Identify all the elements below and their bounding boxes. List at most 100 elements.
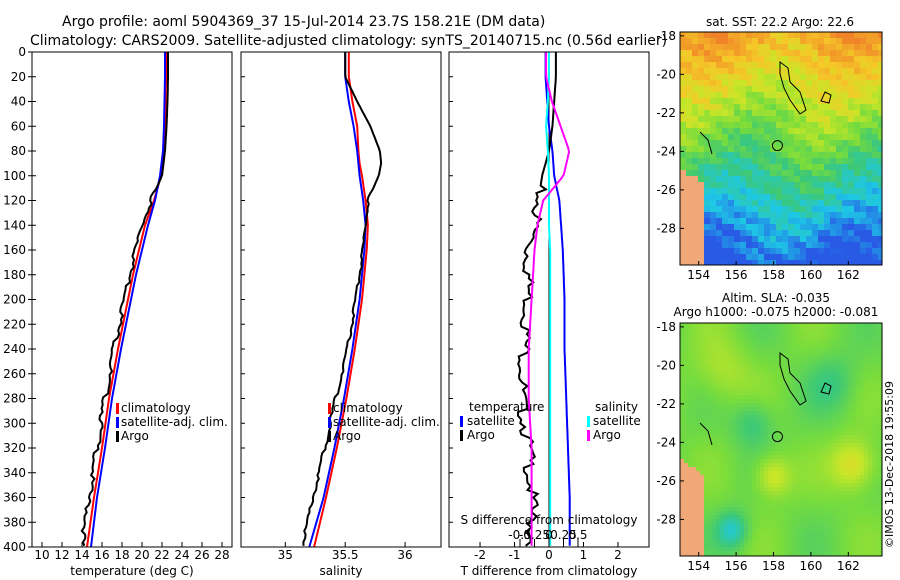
- sla-map-cell: [692, 523, 696, 527]
- sla-map-cell: [868, 523, 872, 527]
- sla-map-cell: [876, 527, 880, 531]
- sla-map-cell: [808, 407, 812, 411]
- sst-map-cell: [746, 152, 752, 158]
- sla-map-cell: [712, 527, 716, 531]
- sla-map-cell: [808, 347, 812, 351]
- sst-map-cell: [746, 242, 752, 248]
- sla-map-cell: [764, 479, 768, 483]
- sla-map-cell: [788, 551, 792, 555]
- sla-map-cell: [820, 471, 824, 475]
- map-lon-tick-label: 158: [762, 268, 785, 282]
- sla-map-cell: [788, 339, 792, 343]
- sla-map-cell: [832, 407, 836, 411]
- sst-map-cell: [848, 116, 854, 122]
- sst-map-cell: [800, 218, 806, 224]
- sla-map-cell: [744, 363, 748, 367]
- sla-map-cell: [836, 483, 840, 487]
- sst-map-cell: [734, 260, 740, 265]
- sst-map-cell: [866, 230, 872, 236]
- sla-map-cell: [832, 419, 836, 423]
- sla-map-cell: [780, 527, 784, 531]
- sla-map-cell: [808, 423, 812, 427]
- sla-map-cell: [724, 551, 728, 555]
- sla-map-cell: [716, 395, 720, 399]
- sst-map-cell: [710, 56, 716, 62]
- sla-map-cell: [680, 491, 684, 495]
- sst-map-cell: [788, 134, 794, 140]
- sla-map-cell: [808, 339, 812, 343]
- sla-map-cell: [804, 459, 808, 463]
- sla-map-cell: [800, 463, 804, 467]
- sla-map-cell: [772, 479, 776, 483]
- sst-map-cell: [806, 170, 812, 176]
- sla-map-cell: [804, 423, 808, 427]
- sst-map-cell: [812, 254, 818, 260]
- sla-map-cell: [716, 359, 720, 363]
- sla-map-cell: [752, 387, 756, 391]
- sla-map-cell: [680, 403, 684, 407]
- sla-map-cell: [720, 491, 724, 495]
- sla-map-cell: [848, 547, 852, 551]
- sla-map-cell: [744, 395, 748, 399]
- sst-map-cell: [854, 104, 860, 110]
- sst-map-cell: [806, 140, 812, 146]
- sst-map-cell: [812, 158, 818, 164]
- sla-map-cell: [820, 371, 824, 375]
- sla-map-cell: [724, 519, 728, 523]
- sst-map-cell: [680, 116, 686, 122]
- sla-map-cell: [720, 515, 724, 519]
- sla-map-cell: [716, 491, 720, 495]
- sla-map-cell: [792, 359, 796, 363]
- sla-map-cell: [872, 351, 876, 355]
- sla-map-cell: [732, 439, 736, 443]
- sst-map-cell: [782, 110, 788, 116]
- sla-map-cell: [836, 407, 840, 411]
- sst-map-cell: [788, 92, 794, 98]
- sst-map-cell: [866, 164, 872, 170]
- sla-map-cell: [776, 519, 780, 523]
- sla-map-cell: [700, 375, 704, 379]
- sla-map-cell: [796, 531, 800, 535]
- sst-map-cell: [758, 56, 764, 62]
- sla-map-cell: [708, 359, 712, 363]
- sla-map-cell: [852, 523, 856, 527]
- sla-map-cell: [720, 431, 724, 435]
- sla-map-cell: [828, 551, 832, 555]
- sla-map-cell: [732, 387, 736, 391]
- sst-map-cell: [878, 146, 882, 152]
- sla-map-cell: [724, 423, 728, 427]
- sla-map-cell: [848, 519, 852, 523]
- sla-map-cell: [696, 347, 700, 351]
- map-lon-tick-label: 162: [837, 268, 860, 282]
- sla-map-cell: [880, 435, 882, 439]
- sla-map-cell: [692, 375, 696, 379]
- sla-map-cell: [704, 391, 708, 395]
- sla-map-cell: [756, 435, 760, 439]
- sla-map-cell: [792, 495, 796, 499]
- sla-map-cell: [708, 371, 712, 375]
- sla-map-cell: [848, 507, 852, 511]
- sst-map-cell: [806, 128, 812, 134]
- sla-map-cell: [696, 387, 700, 391]
- sla-map-cell: [860, 399, 864, 403]
- sla-map-cell: [844, 471, 848, 475]
- sla-map-cell: [704, 519, 708, 523]
- sst-map-cell: [710, 134, 716, 140]
- sst-map-cell: [746, 224, 752, 230]
- sla-map-cell: [864, 359, 868, 363]
- sla-map-cell: [748, 447, 752, 451]
- sla-map-cell: [792, 531, 796, 535]
- sst-map-cell: [806, 146, 812, 152]
- sla-map-cell: [684, 355, 688, 359]
- sla-map-cell: [732, 399, 736, 403]
- sla-map-cell: [832, 451, 836, 455]
- sla-map-cell: [764, 431, 768, 435]
- sla-map-cell: [740, 335, 744, 339]
- sst-map-cell: [716, 260, 722, 265]
- sst-map-cell: [740, 74, 746, 80]
- sla-map-cell: [792, 391, 796, 395]
- sla-map-cell: [800, 419, 804, 423]
- sst-map-cell: [746, 56, 752, 62]
- sst-map-cell: [818, 248, 824, 254]
- sla-map-cell: [800, 471, 804, 475]
